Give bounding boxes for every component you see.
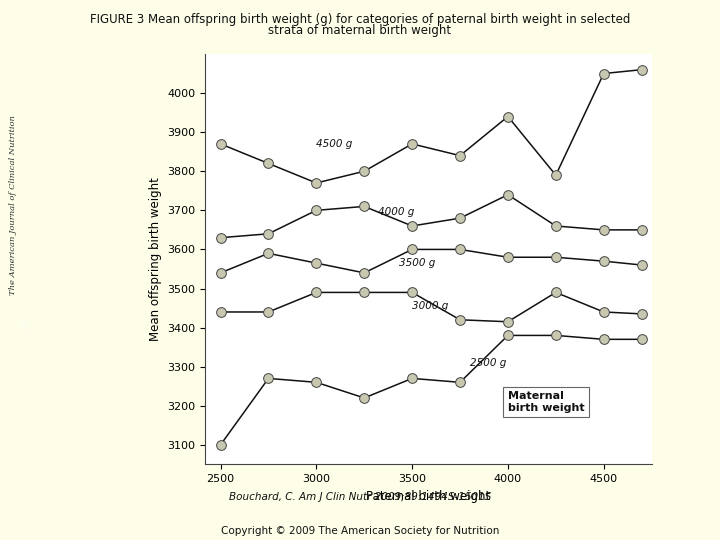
Point — [215, 441, 226, 449]
Point — [550, 331, 562, 340]
Point — [502, 331, 513, 340]
Text: Maternal
birth weight: Maternal birth weight — [508, 391, 585, 413]
Point — [263, 308, 274, 316]
Point — [598, 69, 609, 78]
Y-axis label: Mean offspring birth weight: Mean offspring birth weight — [149, 177, 162, 341]
Point — [550, 253, 562, 261]
Point — [598, 308, 609, 316]
Text: 文: 文 — [21, 320, 27, 329]
Point — [359, 202, 370, 211]
Point — [502, 112, 513, 121]
Point — [550, 221, 562, 230]
Point — [598, 257, 609, 266]
Point — [454, 245, 466, 254]
Text: FIGURE 3 Mean offspring birth weight (g) for categories of paternal birth weight: FIGURE 3 Mean offspring birth weight (g)… — [90, 14, 630, 26]
Point — [215, 233, 226, 242]
Point — [598, 335, 609, 343]
Point — [454, 315, 466, 324]
Point — [502, 191, 513, 199]
Point — [454, 214, 466, 222]
Point — [406, 221, 418, 230]
Point — [359, 288, 370, 297]
Point — [215, 308, 226, 316]
X-axis label: Paternal birth weight: Paternal birth weight — [366, 490, 490, 503]
Point — [310, 206, 322, 215]
Point — [550, 171, 562, 179]
Text: 4500 g: 4500 g — [316, 139, 353, 149]
Point — [502, 253, 513, 261]
Point — [636, 309, 648, 318]
Point — [406, 374, 418, 383]
Point — [406, 245, 418, 254]
Point — [502, 318, 513, 326]
Point — [598, 226, 609, 234]
Text: strata of maternal birth weight: strata of maternal birth weight — [269, 24, 451, 37]
Point — [406, 288, 418, 297]
Text: Copyright © 2009 The American Society for Nutrition: Copyright © 2009 The American Society fo… — [221, 526, 499, 537]
Point — [215, 139, 226, 148]
Text: 3500 g: 3500 g — [399, 258, 435, 268]
Point — [263, 374, 274, 383]
Text: 4000 g: 4000 g — [377, 207, 414, 217]
Point — [550, 288, 562, 297]
Point — [636, 335, 648, 343]
Point — [310, 259, 322, 267]
Point — [406, 139, 418, 148]
Point — [454, 378, 466, 387]
Point — [310, 288, 322, 297]
Text: 2500 g: 2500 g — [469, 358, 506, 368]
Text: 3000 g: 3000 g — [412, 301, 449, 311]
Point — [454, 151, 466, 160]
Point — [636, 261, 648, 269]
Text: The American Journal of Clinical Nutrition: The American Journal of Clinical Nutriti… — [9, 115, 17, 295]
Point — [636, 226, 648, 234]
Point — [310, 378, 322, 387]
Point — [215, 268, 226, 277]
Point — [359, 268, 370, 277]
Point — [636, 65, 648, 74]
Point — [263, 159, 274, 168]
Point — [263, 249, 274, 258]
Point — [310, 179, 322, 187]
Point — [359, 394, 370, 402]
Point — [263, 230, 274, 238]
Point — [359, 167, 370, 176]
Text: Bouchard, C. Am J Clin Nutr 2009;89:1494S-1501S: Bouchard, C. Am J Clin Nutr 2009;89:1494… — [229, 492, 491, 503]
